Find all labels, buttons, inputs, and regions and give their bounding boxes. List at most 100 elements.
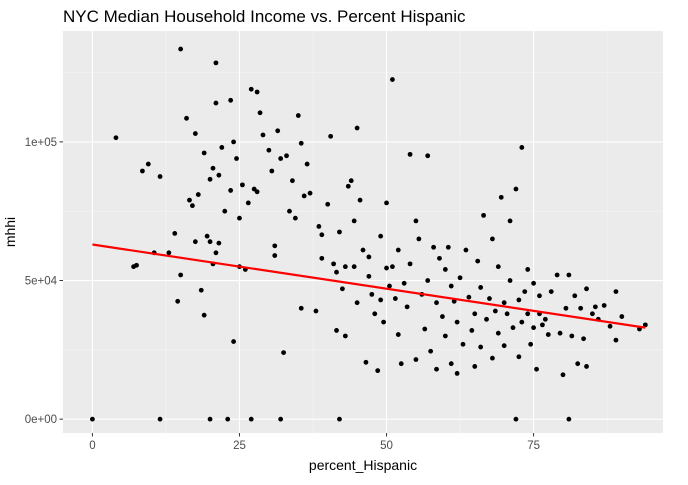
data-point — [331, 261, 336, 267]
data-point — [569, 333, 575, 339]
data-point — [337, 416, 342, 422]
data-point — [425, 278, 431, 283]
data-point — [384, 265, 389, 271]
data-point — [334, 328, 339, 333]
data-point — [501, 300, 507, 306]
data-point — [566, 272, 572, 278]
data-point — [228, 97, 234, 103]
data-point — [487, 296, 492, 301]
data-point — [457, 275, 463, 281]
data-point — [272, 243, 278, 249]
data-point — [328, 133, 334, 139]
data-point — [557, 330, 563, 336]
data-point — [554, 272, 560, 278]
data-point — [575, 361, 581, 367]
data-point — [204, 233, 210, 239]
data-point — [254, 89, 260, 95]
data-point — [578, 305, 584, 311]
data-point — [572, 293, 578, 299]
data-point — [342, 264, 348, 270]
data-point — [257, 110, 263, 116]
data-point — [248, 86, 254, 92]
data-point — [213, 250, 219, 256]
data-point — [542, 316, 548, 322]
data-point — [378, 233, 384, 239]
data-point — [378, 297, 384, 303]
chart-title: NYC Median Household Income vs. Percent … — [63, 7, 466, 26]
data-point — [195, 192, 201, 197]
data-point — [472, 311, 478, 317]
data-point — [381, 319, 386, 325]
data-point — [534, 366, 539, 372]
data-point — [592, 304, 598, 310]
data-point — [531, 325, 536, 331]
data-point — [216, 172, 222, 178]
data-point — [390, 77, 395, 82]
data-point — [507, 218, 513, 224]
data-point — [213, 60, 219, 66]
data-point — [442, 333, 448, 339]
data-point — [298, 305, 304, 311]
data-point — [213, 100, 219, 106]
data-point — [519, 145, 525, 150]
data-point — [425, 153, 431, 159]
data-point — [560, 372, 566, 378]
data-point — [398, 361, 404, 367]
data-point — [178, 46, 184, 52]
data-point — [401, 280, 407, 286]
data-point — [201, 312, 207, 318]
data-point — [390, 264, 395, 270]
data-point — [342, 333, 348, 339]
x-axis-title: percent_Hispanic — [309, 457, 417, 473]
data-point — [498, 194, 504, 200]
data-point — [266, 147, 272, 153]
data-point — [540, 322, 545, 328]
data-point — [607, 323, 613, 329]
y-axis-title: mhhi — [2, 217, 18, 247]
data-point — [584, 286, 589, 292]
data-point — [395, 332, 401, 337]
data-point — [90, 416, 95, 422]
data-point — [354, 125, 360, 131]
x-axis-ticks: 0 25 50 75 — [89, 433, 540, 452]
data-point — [345, 183, 351, 189]
data-point — [466, 294, 472, 300]
data-point — [531, 280, 536, 286]
data-point — [325, 201, 331, 207]
data-point — [472, 364, 478, 369]
data-point — [434, 300, 439, 306]
data-point — [284, 153, 289, 159]
data-point — [166, 250, 172, 256]
data-point — [387, 283, 392, 289]
data-point — [492, 308, 498, 314]
data-point — [316, 224, 322, 229]
data-point — [287, 208, 292, 214]
data-point — [469, 328, 475, 333]
data-point — [460, 341, 466, 347]
data-point — [351, 264, 357, 270]
data-point — [481, 212, 486, 218]
data-point — [228, 188, 234, 193]
data-point — [434, 366, 439, 372]
data-point — [201, 150, 207, 156]
data-point — [463, 247, 469, 253]
data-point — [404, 304, 410, 310]
data-point — [354, 300, 360, 306]
data-point — [275, 128, 281, 134]
data-point — [519, 319, 525, 325]
data-point — [545, 332, 551, 337]
data-point — [278, 156, 284, 161]
data-point — [642, 322, 648, 328]
data-point — [222, 208, 228, 214]
data-point — [272, 253, 278, 258]
data-point — [384, 200, 389, 206]
data-point — [566, 416, 572, 422]
data-point — [484, 316, 489, 322]
major-gridlines — [63, 31, 663, 433]
data-point — [134, 262, 139, 268]
data-point — [522, 289, 528, 295]
data-point — [307, 190, 313, 196]
data-point — [601, 303, 607, 308]
data-point — [240, 182, 245, 188]
